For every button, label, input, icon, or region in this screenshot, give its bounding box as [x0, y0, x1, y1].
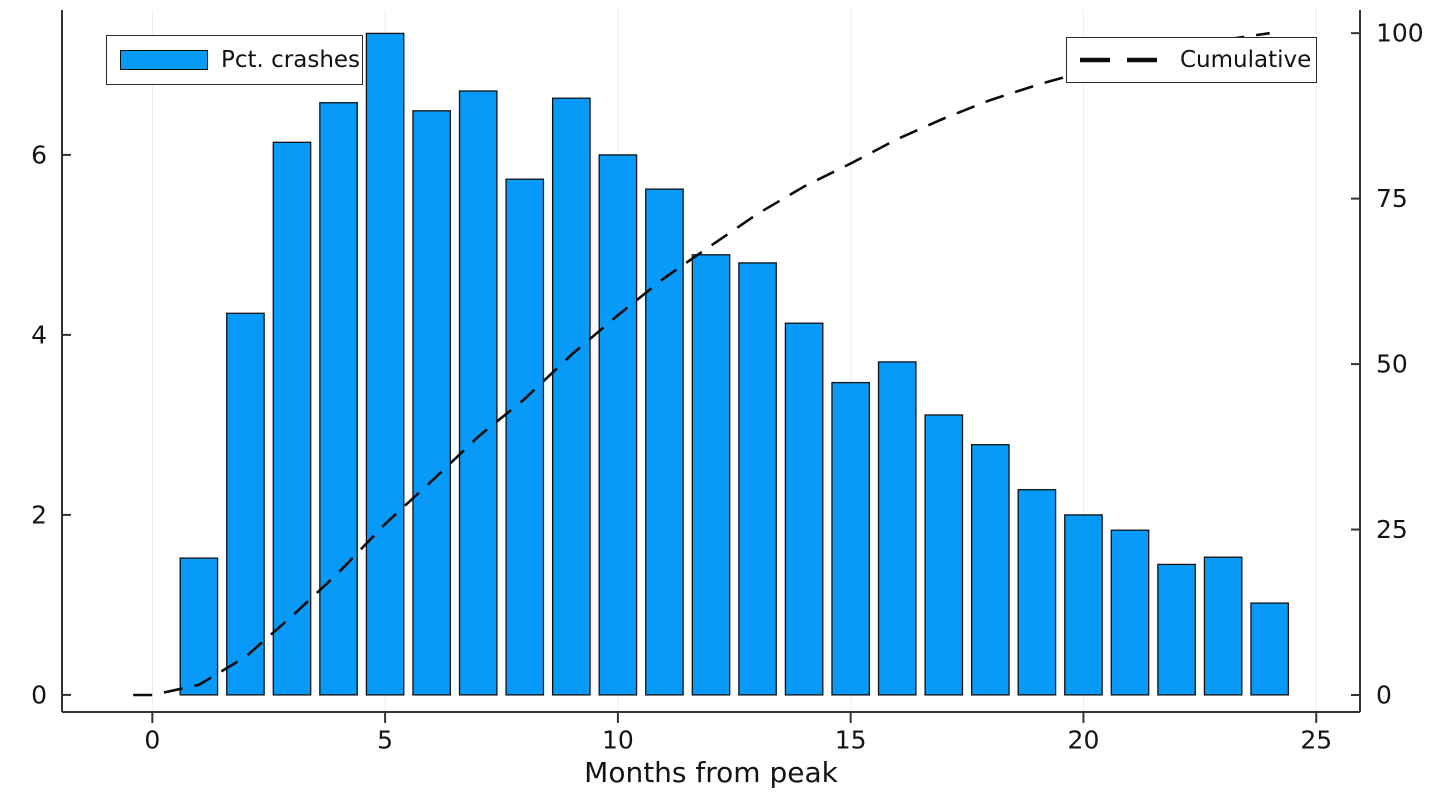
bar-month-19 — [1017, 489, 1057, 696]
x-axis-title: Months from peak — [584, 756, 838, 789]
y-right-tick-label: 50 — [1376, 350, 1408, 379]
y-right-tick-label: 100 — [1376, 19, 1424, 48]
legend-line: Cumulative — [1066, 37, 1317, 83]
bar-month-6 — [412, 110, 452, 696]
y-left-tick-label: 6 — [31, 140, 47, 169]
dashed-line-swatch — [1080, 57, 1158, 63]
x-tick-label: 5 — [377, 726, 393, 755]
bar-month-12 — [691, 254, 731, 696]
x-tick-label: 20 — [1068, 726, 1100, 755]
bar-month-9 — [551, 97, 591, 696]
bar-month-20 — [1064, 514, 1103, 696]
legend-bars-label: Pct. crashes — [221, 47, 361, 73]
bar-month-3 — [272, 141, 312, 696]
bar-month-4 — [319, 102, 358, 696]
bar-month-21 — [1110, 529, 1150, 696]
x-tick-label: 25 — [1300, 726, 1332, 755]
y-right-tick-label: 25 — [1376, 515, 1408, 544]
bar-month-13 — [738, 262, 777, 696]
bar-month-2 — [226, 312, 265, 696]
y-left-tick-label: 4 — [31, 320, 47, 349]
bar-month-10 — [598, 154, 638, 696]
x-tick-label: 10 — [602, 726, 634, 755]
bar-month-24 — [1250, 602, 1290, 696]
bar-month-17 — [924, 414, 964, 696]
bar-month-16 — [877, 361, 917, 696]
bar-month-7 — [458, 90, 498, 696]
bar-month-5 — [365, 32, 405, 696]
bar-month-14 — [784, 322, 824, 696]
bar-month-1 — [179, 557, 219, 696]
y-right-tick-label: 75 — [1376, 184, 1408, 213]
bar-month-22 — [1157, 563, 1196, 696]
bar-month-11 — [645, 188, 684, 696]
x-tick-label: 15 — [835, 726, 867, 755]
x-tick-label: 0 — [144, 726, 160, 755]
legend-line-label: Cumulative — [1180, 47, 1312, 73]
y-right-tick-label: 0 — [1376, 680, 1392, 709]
y-left-tick-label: 2 — [31, 500, 47, 529]
y-left-tick-label: 0 — [31, 680, 47, 709]
bar-swatch — [120, 50, 208, 70]
bar-month-15 — [831, 381, 871, 696]
legend-bars: Pct. crashes — [106, 35, 363, 85]
bar-month-8 — [505, 178, 545, 696]
bar-month-18 — [970, 444, 1010, 696]
bar-month-23 — [1203, 556, 1243, 696]
